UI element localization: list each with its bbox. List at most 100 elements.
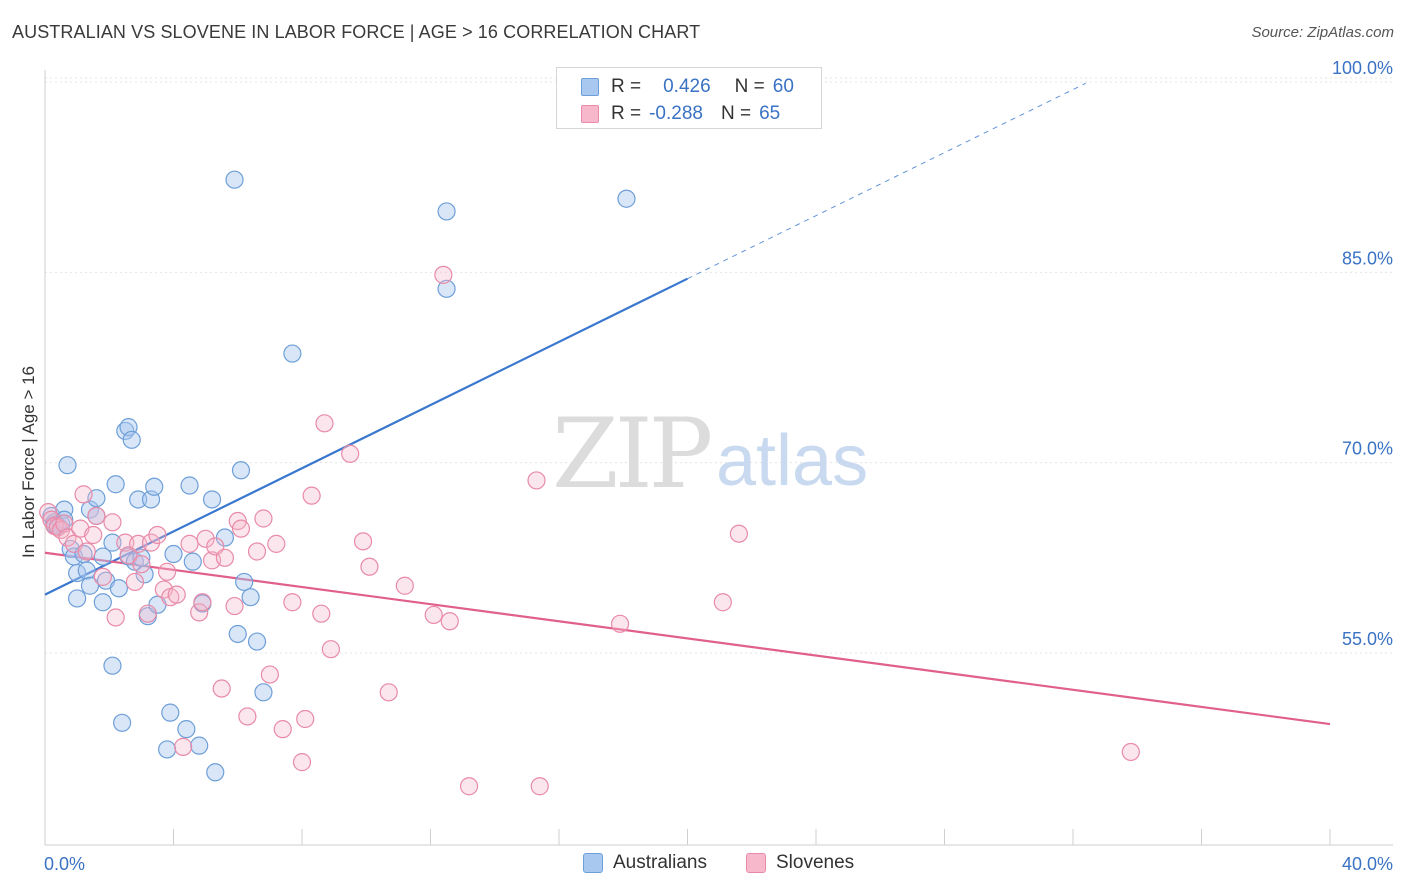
point-slovenes-32: [196, 529, 215, 548]
point-australians-57: [437, 279, 456, 298]
legend-n-label: N =: [720, 103, 752, 124]
point-australians-58: [617, 189, 636, 208]
point-australians-18: [93, 593, 112, 612]
legend-row-slovenes: R = -0.288 N = 65: [581, 101, 780, 127]
legend-swatch-australians: [581, 78, 599, 96]
point-slovenes-47: [292, 753, 312, 772]
tick-labels: 55.0% 70.0% 85.0% 100.0% 0.0% 40.0% In Labor F…: [19, 58, 1393, 874]
point-slovenes-43: [260, 665, 279, 684]
bottom-legend-swatch-australians: [583, 853, 603, 873]
point-slovenes-29: [180, 534, 199, 553]
point-slovenes-20: [132, 555, 151, 574]
point-australians-53: [247, 632, 267, 651]
legend-r-value: 0.426: [663, 76, 711, 97]
point-slovenes-44: [267, 534, 286, 553]
point-slovenes-53: [341, 444, 360, 463]
point-australians-50: [231, 461, 251, 480]
point-australians-37: [157, 740, 177, 759]
point-slovenes-52: [321, 640, 341, 659]
data-points: [39, 170, 1140, 796]
point-australians-46: [206, 763, 225, 782]
point-slovenes-36: [215, 548, 234, 567]
point-slovenes-61: [459, 777, 479, 796]
point-australians-9: [68, 589, 87, 608]
point-slovenes-56: [379, 683, 398, 702]
point-australians-40: [177, 720, 196, 739]
point-australians-12: [77, 561, 96, 580]
trend-line-slovenes: [44, 551, 1331, 726]
legend-row-australians: R = 0.426 N = 60: [581, 74, 794, 100]
watermark-zip: ZIP: [552, 398, 713, 510]
legend-n-value: 65: [759, 103, 781, 124]
point-australians-39: [164, 544, 183, 564]
point-slovenes-27: [167, 585, 186, 604]
point-australians-20: [103, 533, 122, 552]
point-australians-38: [161, 703, 180, 722]
y-tick-label-85: 85.0%: [1342, 248, 1393, 268]
point-slovenes-51: [315, 414, 334, 433]
point-australians-52: [241, 588, 260, 607]
point-australians-6: [58, 456, 77, 475]
point-slovenes-39: [231, 519, 251, 538]
point-australians-30: [129, 490, 148, 509]
point-australians-22: [106, 475, 125, 494]
point-slovenes-50: [312, 604, 331, 623]
point-australians-55: [283, 344, 302, 363]
point-slovenes-30: [190, 603, 209, 622]
point-australians-51: [235, 572, 254, 592]
x-tick-label-0: 0.0%: [44, 854, 85, 874]
point-slovenes-23: [148, 525, 167, 545]
point-australians-45: [202, 490, 222, 509]
legend-n-value: 60: [772, 76, 794, 97]
point-slovenes-19: [129, 534, 148, 553]
bottom-legend-slovenes: Slovenes: [746, 852, 854, 874]
legend-swatch-slovenes: [581, 105, 599, 123]
point-slovenes-25: [157, 562, 177, 581]
point-slovenes-62: [527, 471, 546, 490]
point-slovenes-65: [713, 593, 732, 612]
point-australians-21: [103, 656, 122, 675]
point-australians-13: [80, 576, 100, 595]
point-slovenes-11: [84, 525, 103, 545]
point-slovenes-58: [424, 605, 443, 625]
legend-r-label: R =: [611, 76, 642, 97]
point-slovenes-41: [247, 542, 267, 561]
point-australians-42: [183, 552, 202, 571]
bottom-legend-australians: Australians: [583, 852, 707, 874]
bottom-legend-label-slovenes: Slovenes: [776, 852, 855, 873]
point-slovenes-21: [138, 604, 157, 623]
point-slovenes-64: [610, 614, 630, 633]
point-australians-56: [437, 202, 456, 221]
point-slovenes-10: [77, 542, 96, 561]
point-australians-48: [225, 170, 244, 189]
point-slovenes-15: [106, 608, 125, 627]
chart-title: AUSTRALIAN VS SLOVENE IN LABOR FORCE | A…: [12, 22, 701, 42]
point-slovenes-49: [302, 486, 321, 505]
point-slovenes-46: [283, 593, 302, 612]
point-australians-24: [112, 713, 132, 732]
point-australians-49: [228, 624, 247, 644]
point-australians-23: [109, 579, 128, 598]
point-slovenes-18: [125, 572, 145, 592]
bottom-legend-label-australians: Australians: [613, 852, 707, 873]
bottom-legend-swatch-slovenes: [746, 853, 766, 873]
y-axis-label: In Labor Force | Age > 16: [19, 366, 38, 558]
point-slovenes-55: [360, 557, 379, 576]
point-australians-35: [145, 477, 164, 496]
point-slovenes-48: [296, 709, 315, 729]
grid-lines: [45, 77, 1393, 654]
point-australians-32: [135, 565, 154, 584]
point-slovenes-42: [254, 509, 273, 528]
point-slovenes-63: [530, 777, 549, 796]
point-slovenes-67: [1121, 742, 1140, 762]
point-australians-41: [180, 476, 199, 495]
legend-r-value: -0.288: [649, 103, 703, 124]
legend: R = 0.426 N = 60 R = -0.288 N = 65: [556, 67, 822, 129]
point-slovenes-45: [273, 720, 292, 739]
point-slovenes-31: [193, 593, 212, 612]
point-australians-54: [254, 683, 273, 702]
trend-line-australians-projection: [687, 82, 1087, 280]
point-slovenes-37: [225, 596, 244, 616]
point-australians-17: [93, 547, 112, 566]
